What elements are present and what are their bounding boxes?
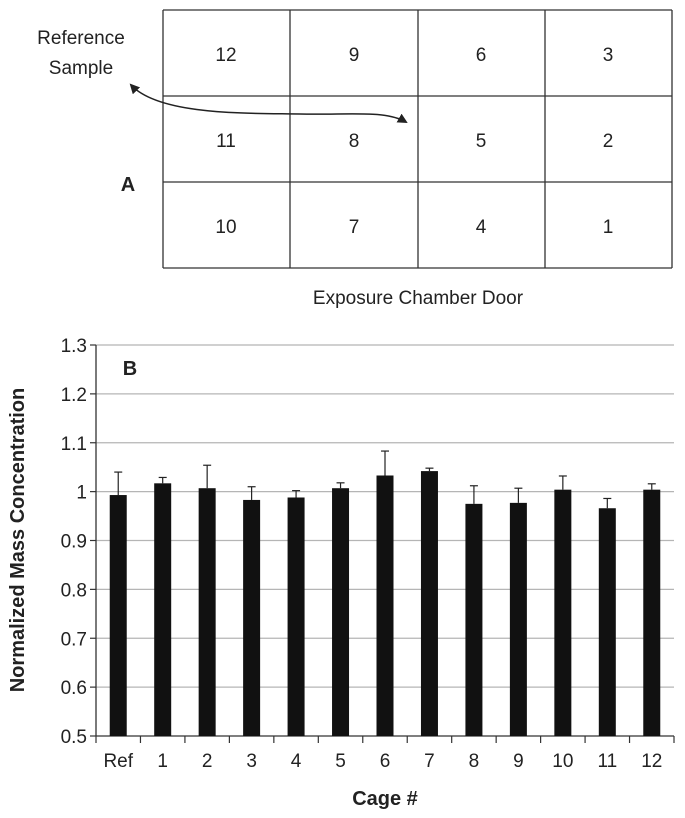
y-tick-label: 0.9 xyxy=(61,532,87,553)
grid-cell-4: 4 xyxy=(476,217,487,238)
bar-4 xyxy=(287,497,305,736)
grid-cell-3: 3 xyxy=(603,45,614,66)
bar-9 xyxy=(509,502,527,736)
x-tick-label: 5 xyxy=(335,751,346,772)
bar-6 xyxy=(376,475,394,736)
y-tick-label: 1 xyxy=(76,483,87,504)
x-tick-label: 2 xyxy=(202,751,213,772)
error-bar-9 xyxy=(514,487,523,503)
error-bar-12 xyxy=(647,483,656,490)
grid-cell-12: 12 xyxy=(215,45,236,66)
panel-b-letter: B xyxy=(123,358,137,380)
bar-10 xyxy=(554,489,572,736)
bar-2 xyxy=(198,488,216,736)
y-tick-label: 1.1 xyxy=(61,434,87,455)
error-bar-10 xyxy=(558,475,567,490)
cage-layout-grid xyxy=(162,9,673,269)
error-bar-3 xyxy=(247,486,256,500)
bar-8 xyxy=(465,503,483,736)
y-tick-label: 0.6 xyxy=(61,678,87,699)
error-bar-5 xyxy=(336,482,345,489)
grid-cell-10: 10 xyxy=(215,217,236,238)
reference-label-line1: Reference xyxy=(37,28,125,49)
y-tick-label: 0.7 xyxy=(61,629,87,650)
x-tick-label: 12 xyxy=(641,751,662,772)
x-tick-label: 1 xyxy=(157,751,168,772)
y-axis-title: Normalized Mass Concentration xyxy=(7,388,29,693)
bar-Ref xyxy=(109,495,127,736)
reference-arrow xyxy=(129,83,408,123)
grid-cell-8: 8 xyxy=(349,131,360,152)
y-tick-label: 1.2 xyxy=(61,385,87,406)
x-tick-marks xyxy=(95,736,675,743)
error-bar-7 xyxy=(425,467,434,472)
x-tick-label: 7 xyxy=(424,751,435,772)
x-axis-title: Cage # xyxy=(352,788,418,810)
bars xyxy=(109,471,661,736)
grid-cell-6: 6 xyxy=(476,45,487,66)
x-tick-label: 10 xyxy=(552,751,573,772)
error-bar-11 xyxy=(603,497,612,509)
reference-label-line2: Sample xyxy=(49,58,113,79)
x-tick-label: 3 xyxy=(246,751,257,772)
y-tick-label: 0.8 xyxy=(61,580,87,601)
panel-a: 12 9 6 3 11 8 5 2 10 7 4 1 Reference Sample A Expos… xyxy=(37,9,673,309)
error-bar-8 xyxy=(469,485,478,504)
error-bar-Ref xyxy=(114,471,123,496)
grid-cell-11: 11 xyxy=(216,131,236,152)
grid-cell-7: 7 xyxy=(349,217,360,238)
error-bar-2 xyxy=(203,464,212,489)
x-tick-label: 4 xyxy=(291,751,302,772)
error-bar-6 xyxy=(381,450,389,476)
x-tick-label: 9 xyxy=(513,751,524,772)
y-tick-label: 1.3 xyxy=(61,336,87,357)
y-tick-labels: 0.5 0.6 0.7 0.8 0.9 1 1.1 1.2 1.3 xyxy=(61,336,87,748)
exposure-door-label: Exposure Chamber Door xyxy=(313,288,524,309)
bar-12 xyxy=(643,489,661,736)
grid-cell-1: 1 xyxy=(603,217,614,238)
grid-cell-2: 2 xyxy=(603,131,614,152)
panel-b-chart: 0.50.60.70.80.911.11.21.3 Ref 1 2 3 4 5 6 7 8 9 10… xyxy=(7,336,675,810)
bar-3 xyxy=(243,499,261,736)
y-tick-label: 0.5 xyxy=(61,727,87,748)
bar-5 xyxy=(332,488,350,736)
error-bars xyxy=(114,450,656,509)
bar-1 xyxy=(154,483,172,736)
x-tick-label: 6 xyxy=(380,751,391,772)
grid-cell-labels: 12 9 6 3 11 8 5 2 10 7 4 1 xyxy=(215,45,613,238)
grid-cell-5: 5 xyxy=(476,131,487,152)
error-bar-1 xyxy=(158,476,167,484)
panel-a-letter: A xyxy=(121,174,135,196)
grid-cell-9: 9 xyxy=(349,45,360,66)
x-tick-label: 11 xyxy=(597,751,617,772)
error-bar-4 xyxy=(292,490,301,498)
x-tick-label: 8 xyxy=(469,751,480,772)
x-tick-label: Ref xyxy=(103,751,133,772)
x-tick-labels: Ref 1 2 3 4 5 6 7 8 9 10 11 12 xyxy=(103,751,662,772)
bar-7 xyxy=(420,471,438,736)
bar-11 xyxy=(598,508,616,736)
